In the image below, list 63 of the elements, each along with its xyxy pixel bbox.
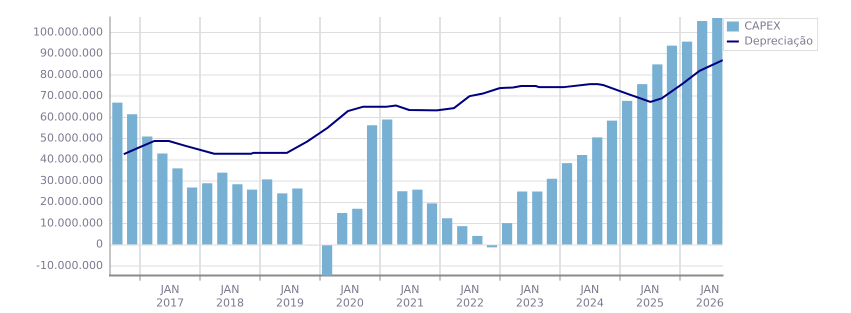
y-tick-label: 80.000.000 bbox=[40, 68, 103, 81]
bar bbox=[322, 245, 332, 276]
bar bbox=[637, 84, 648, 244]
x-tick-label: JAN 2020 bbox=[336, 283, 364, 310]
bar bbox=[397, 191, 408, 244]
bar bbox=[352, 208, 362, 244]
bar bbox=[142, 136, 152, 244]
bar bbox=[157, 154, 168, 244]
bar bbox=[202, 183, 212, 244]
bar bbox=[442, 218, 452, 244]
y-tick-label: 30.000.000 bbox=[40, 174, 103, 187]
y-tick-label: 100.000.000 bbox=[32, 25, 103, 38]
bar bbox=[622, 100, 632, 244]
bar bbox=[712, 18, 722, 244]
y-tick-label: 50.000.000 bbox=[40, 132, 103, 145]
x-tick-label: JAN 2023 bbox=[516, 283, 544, 310]
bar bbox=[577, 155, 588, 244]
bar bbox=[262, 179, 272, 244]
bar bbox=[517, 192, 528, 244]
bar bbox=[337, 212, 348, 244]
y-tick-label: -10.000.000 bbox=[36, 258, 103, 272]
bar bbox=[697, 21, 708, 244]
bar bbox=[382, 120, 392, 244]
bar bbox=[246, 190, 258, 244]
x-tick-label: JAN 2024 bbox=[576, 283, 604, 310]
legend-label: CAPEX bbox=[744, 19, 782, 32]
legend-label: Depreciação bbox=[744, 34, 814, 48]
bar bbox=[277, 193, 288, 244]
bar bbox=[232, 184, 243, 244]
y-tick-label: 10.000.000 bbox=[40, 216, 103, 230]
y-tick-label: 70.000.000 bbox=[40, 89, 103, 102]
bar bbox=[426, 203, 438, 244]
bar bbox=[457, 226, 468, 244]
bar bbox=[412, 190, 423, 244]
y-tick-label: 20.000.000 bbox=[40, 195, 103, 208]
bar bbox=[682, 42, 692, 244]
bar bbox=[666, 46, 678, 244]
bar bbox=[172, 168, 183, 244]
y-tick-label: 40.000.000 bbox=[40, 152, 103, 166]
bar bbox=[292, 188, 302, 244]
bar bbox=[592, 137, 602, 244]
bar bbox=[546, 178, 558, 244]
y-tick-label: 90.000.000 bbox=[40, 46, 103, 60]
bar bbox=[502, 223, 512, 244]
y-tick-label: 60.000.000 bbox=[40, 110, 103, 124]
bar bbox=[186, 187, 198, 244]
x-tick-label: JAN 2025 bbox=[636, 283, 664, 310]
bar bbox=[112, 102, 122, 244]
y-tick-label: 0 bbox=[96, 238, 103, 251]
bar bbox=[217, 172, 228, 244]
bar bbox=[472, 236, 482, 244]
x-tick-label: JAN 2018 bbox=[216, 283, 244, 310]
bar bbox=[532, 192, 542, 244]
bar bbox=[606, 120, 618, 244]
x-tick-label: JAN 2019 bbox=[276, 283, 304, 310]
bar bbox=[652, 64, 662, 244]
x-tick-label: JAN 2021 bbox=[396, 283, 424, 310]
bar bbox=[366, 125, 378, 244]
bar bbox=[562, 163, 572, 244]
bar bbox=[127, 114, 138, 244]
x-tick-label: JAN 2017 bbox=[156, 283, 184, 310]
x-tick-label: JAN 2026 bbox=[696, 283, 724, 310]
x-tick-label: JAN 2022 bbox=[456, 283, 484, 310]
